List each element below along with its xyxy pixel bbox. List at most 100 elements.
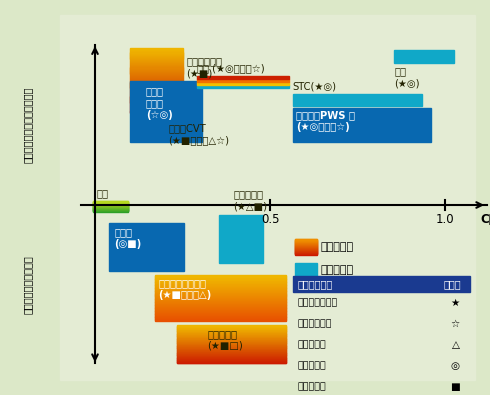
- Bar: [93, 208, 128, 209]
- Bar: [177, 358, 286, 359]
- Text: STC(★◎): STC(★◎): [293, 81, 337, 91]
- Bar: [154, 294, 286, 295]
- Bar: [154, 304, 286, 305]
- Bar: [154, 314, 286, 315]
- Text: 高強度
ボルト
(☆◎): 高強度 ボルト (☆◎): [146, 86, 172, 120]
- Bar: [154, 312, 286, 314]
- Bar: [93, 203, 128, 204]
- Bar: [93, 205, 128, 206]
- Bar: [93, 202, 128, 203]
- Bar: [177, 325, 286, 326]
- Bar: [177, 360, 286, 361]
- Bar: [130, 92, 182, 93]
- Bar: [294, 246, 317, 247]
- Bar: [294, 252, 317, 253]
- Bar: [154, 278, 286, 280]
- Bar: [177, 348, 286, 350]
- Bar: [177, 338, 286, 339]
- Bar: [154, 288, 286, 289]
- Bar: [177, 342, 286, 344]
- Text: ☆: ☆: [450, 319, 460, 329]
- Bar: [294, 246, 317, 247]
- Bar: [154, 307, 286, 308]
- Bar: [294, 250, 317, 251]
- Bar: [130, 97, 182, 99]
- Text: ナット
(◎■): ナット (◎■): [114, 227, 142, 249]
- Bar: [154, 284, 286, 285]
- Bar: [294, 245, 317, 246]
- Bar: [177, 333, 286, 334]
- Bar: [154, 310, 286, 312]
- Bar: [294, 245, 317, 246]
- Bar: [177, 361, 286, 362]
- Bar: [177, 350, 286, 351]
- Bar: [177, 325, 286, 327]
- Bar: [177, 326, 286, 327]
- Text: コンロッド
(★■□): コンロッド (★■□): [207, 329, 243, 351]
- Bar: [130, 65, 182, 66]
- Bar: [154, 282, 286, 283]
- Bar: [177, 362, 286, 363]
- Bar: [154, 281, 286, 283]
- Bar: [154, 318, 286, 319]
- Bar: [154, 291, 286, 292]
- Bar: [130, 72, 182, 74]
- Bar: [294, 241, 317, 242]
- Bar: [154, 319, 286, 320]
- Bar: [93, 203, 128, 204]
- Bar: [93, 204, 128, 205]
- Bar: [177, 346, 286, 348]
- Bar: [154, 298, 286, 299]
- Bar: [93, 211, 128, 212]
- Bar: [177, 345, 286, 346]
- Bar: [130, 98, 182, 100]
- Bar: [294, 263, 317, 278]
- Bar: [154, 287, 286, 288]
- Bar: [93, 203, 128, 204]
- Bar: [154, 293, 286, 295]
- Bar: [130, 60, 182, 61]
- Bar: [130, 52, 182, 54]
- Bar: [177, 352, 286, 353]
- Bar: [394, 50, 454, 63]
- Bar: [196, 79, 289, 82]
- Bar: [294, 248, 317, 249]
- Bar: [93, 201, 128, 202]
- Bar: [177, 348, 286, 349]
- Bar: [177, 332, 286, 333]
- Bar: [93, 210, 128, 211]
- Bar: [93, 202, 128, 203]
- Bar: [154, 279, 286, 280]
- Bar: [130, 90, 182, 91]
- Bar: [130, 70, 182, 72]
- Bar: [177, 349, 286, 350]
- Bar: [177, 334, 286, 335]
- Bar: [154, 297, 286, 298]
- Text: C％: C％: [480, 213, 490, 226]
- Bar: [294, 240, 317, 241]
- Bar: [93, 201, 128, 202]
- Bar: [177, 327, 286, 329]
- Bar: [293, 276, 469, 292]
- Bar: [196, 85, 289, 88]
- Bar: [154, 300, 286, 301]
- Bar: [93, 210, 128, 211]
- Text: 高炭線・PWS 等
(★◎、一部☆): 高炭線・PWS 等 (★◎、一部☆): [296, 110, 355, 132]
- Bar: [130, 66, 182, 68]
- Bar: [130, 77, 182, 78]
- Bar: [93, 208, 128, 209]
- Bar: [177, 352, 286, 353]
- Bar: [93, 209, 128, 210]
- Bar: [130, 88, 182, 90]
- Bar: [93, 207, 128, 208]
- Bar: [130, 81, 182, 83]
- Bar: [196, 76, 289, 79]
- Bar: [154, 305, 286, 307]
- Bar: [93, 209, 128, 210]
- Bar: [130, 102, 182, 103]
- Text: 切削加工性: 切削加工性: [298, 382, 326, 391]
- Bar: [293, 108, 431, 142]
- Bar: [130, 81, 202, 142]
- Bar: [154, 275, 286, 276]
- Bar: [130, 48, 182, 49]
